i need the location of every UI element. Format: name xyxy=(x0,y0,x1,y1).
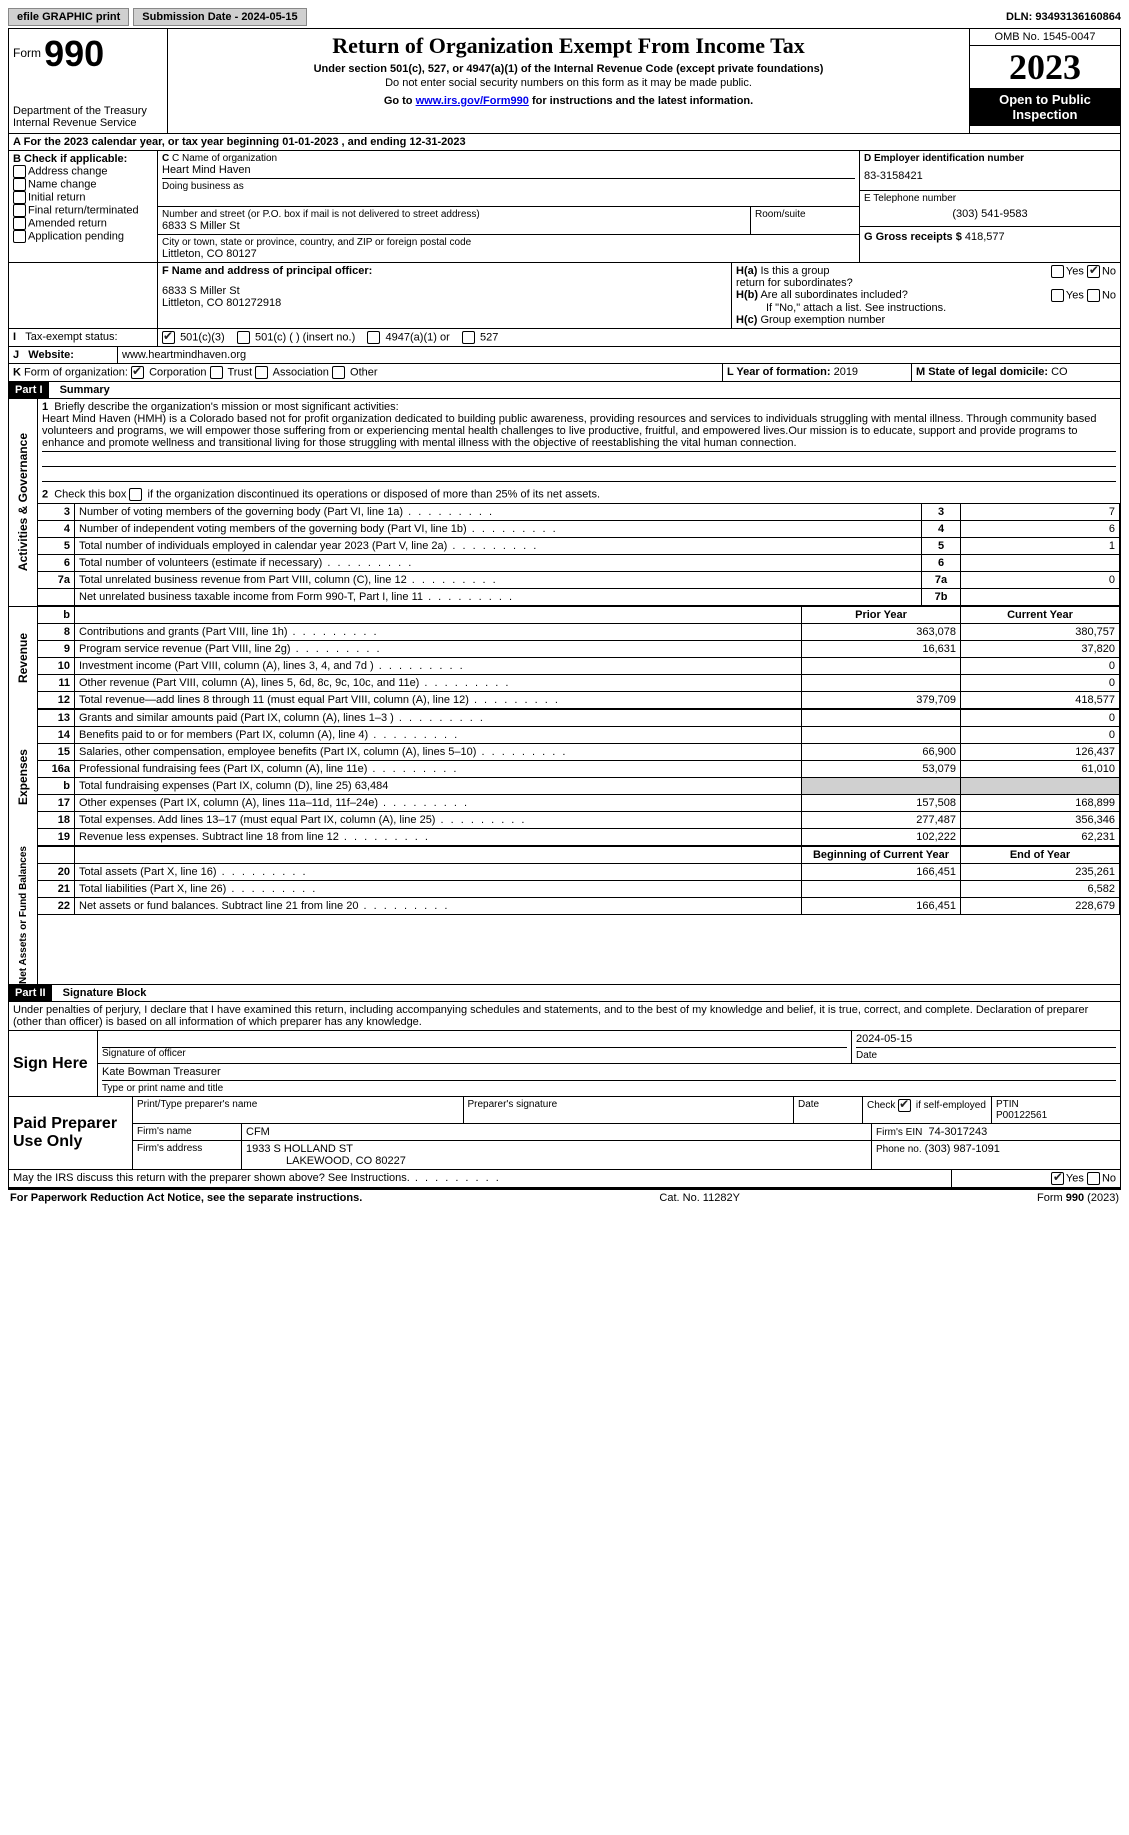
org-city: Littleton, CO 80127 xyxy=(162,248,855,260)
ptin: P00122561 xyxy=(996,1110,1047,1121)
side-rev: Revenue xyxy=(16,633,30,683)
form-header: Form 990 Department of the Treasury Inte… xyxy=(8,28,1121,134)
section-c: C C Name of organization Heart Mind Have… xyxy=(158,151,860,262)
chk-amended[interactable] xyxy=(13,217,26,230)
section-m: M State of legal domicile: CO xyxy=(912,364,1120,381)
org-name: Heart Mind Haven xyxy=(162,164,855,176)
top-bar: efile GRAPHIC print Submission Date - 20… xyxy=(8,8,1121,26)
form-label: Form xyxy=(13,46,41,60)
part1-title: Summary xyxy=(52,384,110,396)
website: www.heartmindhaven.org xyxy=(118,347,1120,363)
exp-table: 13Grants and similar amounts paid (Part … xyxy=(38,709,1120,846)
chk-line2[interactable] xyxy=(129,488,142,501)
sub2: Do not enter social security numbers on … xyxy=(172,77,965,89)
side-net: Net Assets or Fund Balances xyxy=(18,846,29,984)
section-d-e-g: D Employer identification number 83-3158… xyxy=(860,151,1120,262)
section-b: B Check if applicable: Address change Na… xyxy=(9,151,158,262)
chk-4947[interactable] xyxy=(367,331,380,344)
prep-phone: (303) 987-1091 xyxy=(925,1143,1000,1155)
part1-header: Part I xyxy=(9,382,49,398)
dln: DLN: 93493136160864 xyxy=(1006,11,1121,23)
chk-501c[interactable] xyxy=(237,331,250,344)
discuss: May the IRS discuss this return with the… xyxy=(9,1170,952,1187)
section-i: 501(c)(3) 501(c) ( ) (insert no.) 4947(a… xyxy=(158,329,1120,346)
chk-h-b-no[interactable] xyxy=(1087,289,1100,302)
declaration: Under penalties of perjury, I declare th… xyxy=(8,1002,1121,1031)
sub1: Under section 501(c), 527, or 4947(a)(1)… xyxy=(172,63,965,75)
irs-link[interactable]: www.irs.gov/Form990 xyxy=(416,95,529,107)
net-table: Beginning of Current YearEnd of Year 20T… xyxy=(38,846,1120,915)
line-a: A For the 2023 calendar year, or tax yea… xyxy=(8,134,1121,151)
chk-h-a-yes[interactable] xyxy=(1051,265,1064,278)
chk-corp[interactable] xyxy=(131,366,144,379)
side-exp: Expenses xyxy=(16,749,30,805)
open-public: Open to Public Inspection xyxy=(970,88,1120,126)
part2-header: Part II xyxy=(9,985,52,1001)
chk-501c3[interactable] xyxy=(162,331,175,344)
irs: Internal Revenue Service xyxy=(13,117,163,129)
chk-self-emp[interactable] xyxy=(898,1099,911,1112)
chk-h-a-no[interactable] xyxy=(1087,265,1100,278)
ein: 83-3158421 xyxy=(864,164,1116,188)
side-gov: Activities & Governance xyxy=(16,433,30,571)
chk-assoc[interactable] xyxy=(255,366,268,379)
efile-btn[interactable]: efile GRAPHIC print xyxy=(8,8,129,26)
sign-here: Sign Here xyxy=(9,1031,98,1096)
gross-receipts: 418,577 xyxy=(965,231,1005,243)
paid-preparer: Paid Preparer Use Only xyxy=(9,1097,133,1169)
dept: Department of the Treasury xyxy=(13,105,163,117)
chk-address[interactable] xyxy=(13,165,26,178)
mission-text: Heart Mind Haven (HMH) is a Colorado bas… xyxy=(42,413,1097,449)
sub3: Go to www.irs.gov/Form990 for instructio… xyxy=(172,95,965,107)
chk-initial[interactable] xyxy=(13,191,26,204)
chk-h-b-yes[interactable] xyxy=(1051,289,1064,302)
section-k: K Form of organization: Corporation Trus… xyxy=(9,364,723,381)
phone: (303) 541-9583 xyxy=(864,204,1116,224)
chk-discuss-yes[interactable] xyxy=(1051,1172,1064,1185)
chk-name[interactable] xyxy=(13,178,26,191)
tax-year: 2023 xyxy=(970,46,1120,88)
form-title: Return of Organization Exempt From Incom… xyxy=(172,33,965,59)
gov-table: 3Number of voting members of the governi… xyxy=(38,503,1120,606)
footer: For Paperwork Reduction Act Notice, see … xyxy=(8,1188,1121,1206)
chk-other[interactable] xyxy=(332,366,345,379)
form-number: 990 xyxy=(44,33,104,74)
section-l: L Year of formation: 2019 xyxy=(723,364,912,381)
chk-discuss-no[interactable] xyxy=(1087,1172,1100,1185)
omb: OMB No. 1545-0047 xyxy=(970,29,1120,46)
section-h: H(a) Is this a group return for subordin… xyxy=(732,263,1120,328)
org-street: 6833 S Miller St xyxy=(162,220,746,232)
firm-ein: 74-3017243 xyxy=(928,1126,987,1138)
rev-table: bPrior YearCurrent Year 8Contributions a… xyxy=(38,606,1120,709)
chk-trust[interactable] xyxy=(210,366,223,379)
part2-title: Signature Block xyxy=(55,987,147,999)
chk-final[interactable] xyxy=(13,204,26,217)
officer-name: Kate Bowman Treasurer xyxy=(102,1066,1116,1078)
chk-app[interactable] xyxy=(13,230,26,243)
sig-date: 2024-05-15 xyxy=(856,1033,1116,1045)
chk-527[interactable] xyxy=(462,331,475,344)
submission-btn[interactable]: Submission Date - 2024-05-15 xyxy=(133,8,306,26)
firm-name: CFM xyxy=(242,1124,871,1140)
section-f: F Name and address of principal officer:… xyxy=(158,263,732,328)
